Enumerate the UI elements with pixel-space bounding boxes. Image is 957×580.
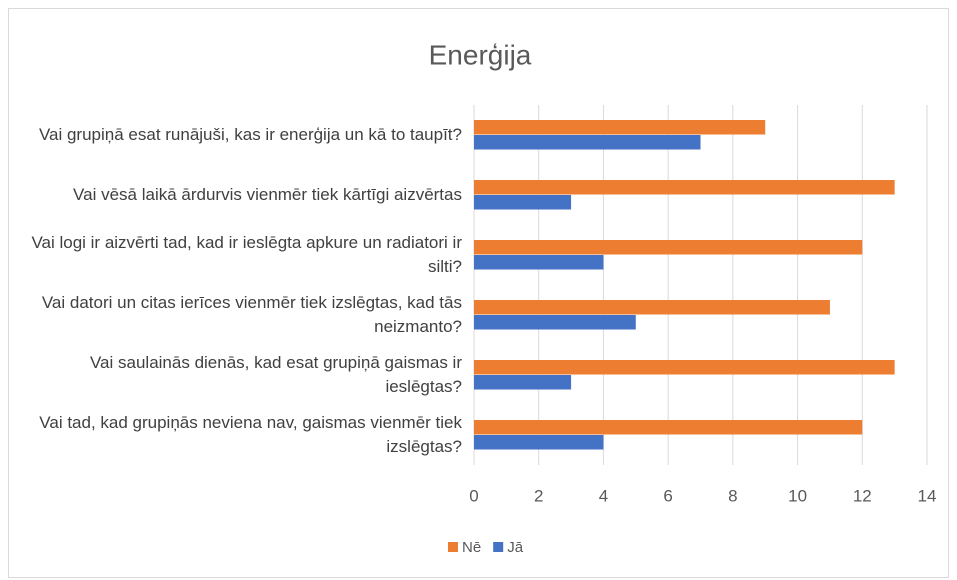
bar: [474, 435, 604, 450]
chart-title: Enerģija: [429, 39, 532, 70]
x-tick-label: 2: [534, 486, 543, 505]
legend-swatch: [493, 542, 504, 552]
x-tick-label: 4: [599, 486, 608, 505]
bar: [474, 120, 766, 135]
legend-label: Jā: [507, 539, 524, 556]
bar: [474, 255, 604, 270]
legend-swatch: [448, 542, 458, 552]
bar: [474, 360, 895, 375]
legend-label: Nē: [462, 539, 481, 556]
bar: [474, 420, 863, 435]
bar: [474, 180, 895, 195]
y-tick-label: Vai vēsā laikā ārdurvis vienmēr tiek kār…: [73, 185, 462, 204]
y-tick-label: Vai logi ir aizvērti tad, kad ir ieslēgt…: [31, 233, 462, 276]
x-tick-label: 14: [918, 486, 937, 505]
x-tick-label: 6: [663, 486, 672, 505]
y-tick-label: Vai tad, kad grupiņās neviena nav, gaism…: [39, 413, 462, 456]
x-tick-label: 0: [469, 486, 478, 505]
y-tick-label: Vai grupiņā esat runājuši, kas ir enerģi…: [38, 125, 462, 144]
chart-border: [8, 8, 949, 578]
bar: [474, 315, 636, 330]
bar: [474, 300, 830, 315]
x-tick-label: 10: [788, 486, 807, 505]
bar: [474, 375, 572, 390]
y-tick-label: Vai saulainās dienās, kad esat grupiņā g…: [89, 353, 462, 396]
bar: [474, 195, 572, 210]
bar: [474, 135, 701, 150]
x-tick-label: 8: [728, 486, 737, 505]
y-tick-label: Vai datori un citas ierīces vienmēr tiek…: [41, 293, 462, 336]
bar: [474, 240, 863, 255]
x-tick-label: 12: [853, 486, 872, 505]
